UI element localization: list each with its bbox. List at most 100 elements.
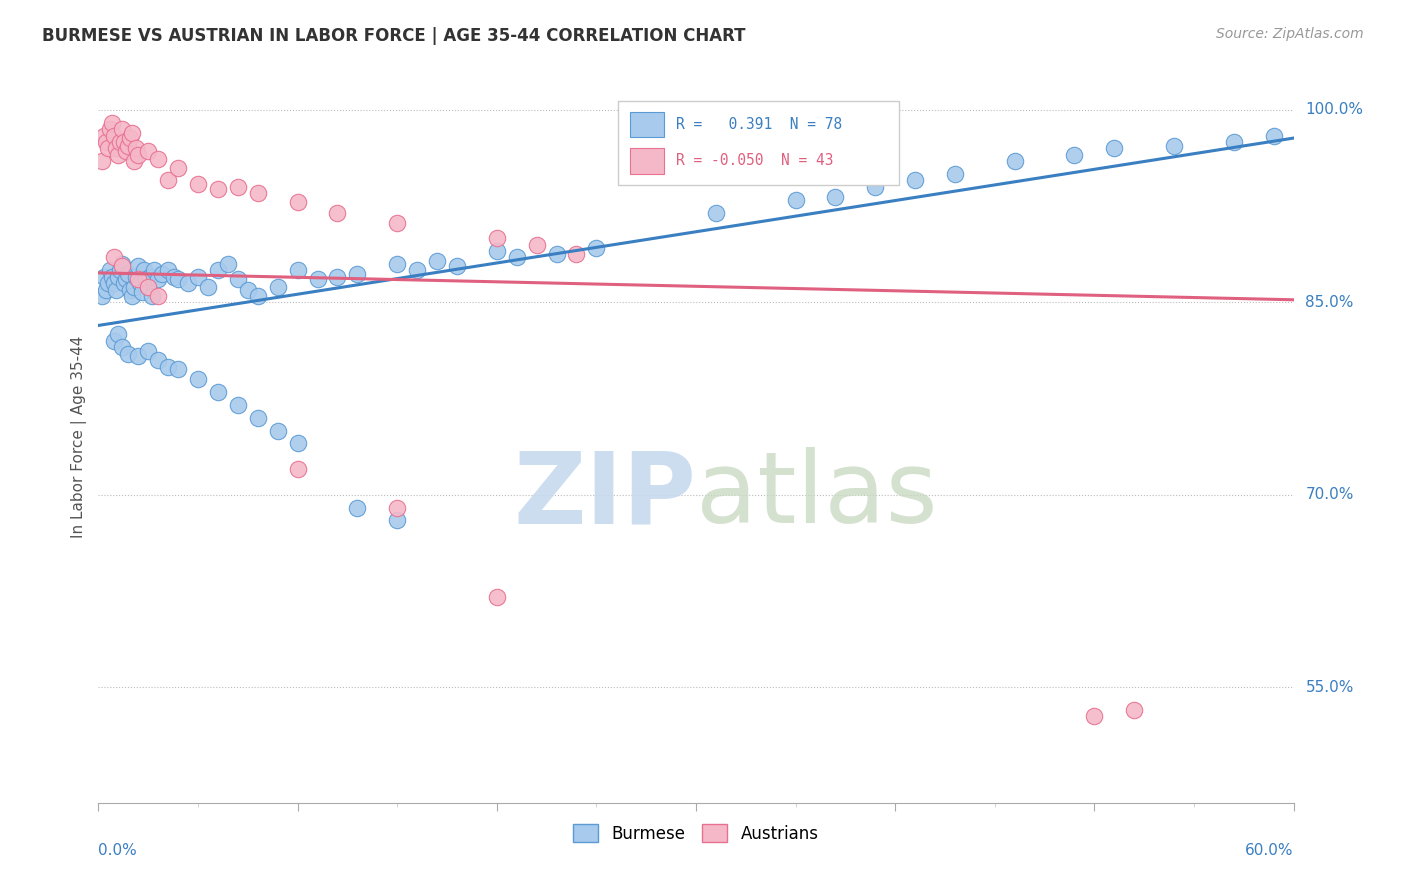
Point <box>120 283 142 297</box>
Point <box>121 126 143 140</box>
Point <box>226 398 249 412</box>
Point <box>485 591 508 605</box>
Point <box>124 154 146 169</box>
Point <box>125 269 148 284</box>
Point <box>110 135 132 149</box>
Point <box>115 144 138 158</box>
Point <box>287 436 309 450</box>
Point <box>110 263 132 277</box>
Text: R =   0.391  N = 78: R = 0.391 N = 78 <box>676 117 842 131</box>
Point <box>1063 148 1085 162</box>
Point <box>187 372 209 386</box>
Point <box>117 267 139 281</box>
Point <box>167 362 190 376</box>
Point <box>1123 703 1146 717</box>
Point <box>127 349 149 363</box>
Point <box>485 231 508 245</box>
Point <box>1104 141 1126 155</box>
Point <box>1083 708 1105 723</box>
Point <box>107 148 129 162</box>
Point <box>112 276 135 290</box>
Text: atlas: atlas <box>696 447 938 544</box>
Point <box>485 244 508 258</box>
Point <box>157 263 180 277</box>
Point <box>157 359 180 374</box>
Point <box>943 167 966 181</box>
Point <box>93 269 115 284</box>
Point <box>129 276 152 290</box>
Bar <box>630 148 664 174</box>
Point <box>124 280 146 294</box>
Point <box>121 289 143 303</box>
Point <box>526 237 548 252</box>
Text: 0.0%: 0.0% <box>98 843 138 858</box>
Text: R = -0.050  N = 43: R = -0.050 N = 43 <box>676 153 834 168</box>
Point <box>307 272 329 286</box>
Point <box>150 267 173 281</box>
Point <box>406 263 429 277</box>
Text: 85.0%: 85.0% <box>1306 295 1354 310</box>
Point <box>135 272 157 286</box>
Point <box>546 246 568 260</box>
Point <box>136 280 159 294</box>
Point <box>131 285 153 299</box>
Point <box>385 257 409 271</box>
Point <box>1163 138 1185 153</box>
Point <box>97 141 120 155</box>
Point <box>565 246 588 260</box>
Point <box>101 269 124 284</box>
Point <box>148 152 170 166</box>
Point <box>446 260 468 274</box>
Text: 100.0%: 100.0% <box>1306 103 1364 118</box>
Point <box>167 272 190 286</box>
Point <box>111 257 134 271</box>
Text: 60.0%: 60.0% <box>1246 843 1294 858</box>
Point <box>385 514 409 528</box>
Point <box>1223 135 1246 149</box>
Point <box>207 385 229 400</box>
Point <box>226 272 249 286</box>
Point <box>246 186 269 201</box>
Point <box>103 128 125 143</box>
Point <box>101 116 124 130</box>
Point <box>143 263 166 277</box>
Point <box>226 179 249 194</box>
Point <box>117 138 139 153</box>
Point <box>824 190 846 204</box>
Point <box>187 269 209 284</box>
Point <box>177 276 200 290</box>
Bar <box>630 112 664 137</box>
Text: Source: ZipAtlas.com: Source: ZipAtlas.com <box>1216 27 1364 41</box>
Point <box>326 205 349 219</box>
Point <box>1263 128 1285 143</box>
Point <box>346 267 368 281</box>
FancyBboxPatch shape <box>619 101 900 185</box>
Point <box>107 327 129 342</box>
Point <box>246 410 269 425</box>
Text: BURMESE VS AUSTRIAN IN LABOR FORCE | AGE 35-44 CORRELATION CHART: BURMESE VS AUSTRIAN IN LABOR FORCE | AGE… <box>42 27 745 45</box>
Point <box>127 260 149 274</box>
Point <box>141 289 163 303</box>
Point <box>148 353 170 368</box>
Point <box>148 289 170 303</box>
Point <box>207 182 229 196</box>
Text: 70.0%: 70.0% <box>1306 487 1354 502</box>
Point <box>136 280 159 294</box>
Point <box>111 340 134 354</box>
Point <box>197 280 219 294</box>
Point <box>865 179 887 194</box>
Point <box>120 131 142 145</box>
Point <box>217 257 239 271</box>
Point <box>426 254 449 268</box>
Point <box>326 269 349 284</box>
Y-axis label: In Labor Force | Age 35-44: In Labor Force | Age 35-44 <box>72 336 87 538</box>
Point <box>267 424 290 438</box>
Point <box>385 500 409 515</box>
Point <box>167 161 190 175</box>
Point <box>127 272 149 286</box>
Point <box>105 141 128 155</box>
Legend: Burmese, Austrians: Burmese, Austrians <box>567 818 825 849</box>
Point <box>246 289 269 303</box>
Point <box>236 283 259 297</box>
Point <box>91 289 114 303</box>
